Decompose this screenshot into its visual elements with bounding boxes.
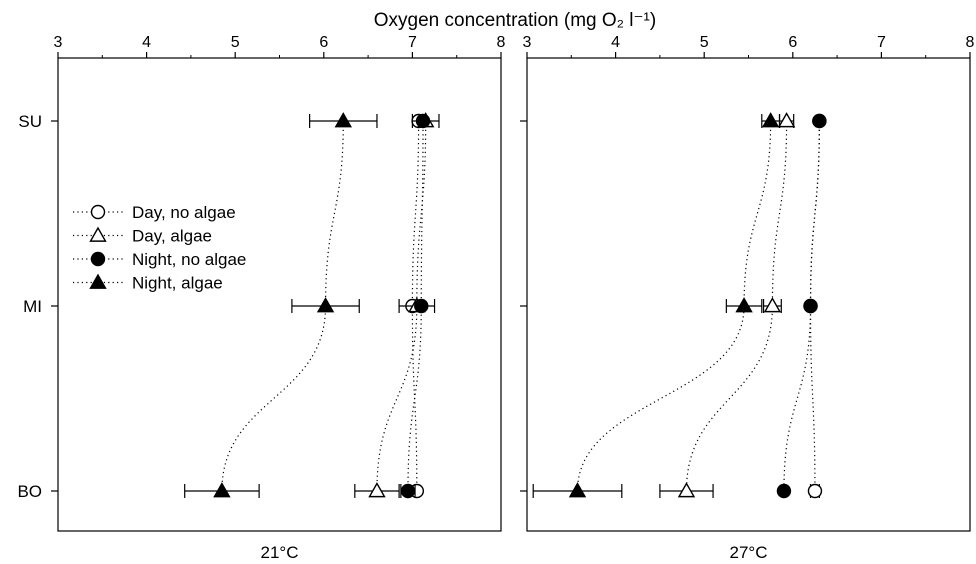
- legend-marker: [90, 204, 106, 220]
- legend-label: Night, no algae: [132, 250, 246, 269]
- x-tick-label: 4: [142, 34, 151, 51]
- legend-label: Night, algae: [132, 274, 223, 293]
- chart-panels: 3 4 5 6 7 8 SU MI BO 21°C 3 4 5 6 7 8 27°C: [17, 34, 974, 562]
- legend-marker: [89, 273, 107, 289]
- legend-entry: Night, algae: [73, 274, 223, 293]
- x-tick-label: 7: [408, 34, 417, 51]
- x-tick-label: 4: [611, 34, 620, 51]
- data-point: [735, 297, 753, 313]
- series-night-algae: [532, 112, 781, 498]
- data-point: [316, 297, 335, 313]
- x-tick-label: 8: [497, 34, 506, 51]
- data-point: [400, 483, 416, 499]
- series-line: [685, 120, 788, 492]
- panel-2: 3 4 5 6 7 8 27°C: [520, 34, 975, 562]
- series-night-no-algae: [400, 113, 431, 499]
- x-tick-label: 7: [877, 34, 886, 51]
- data-point: [777, 112, 796, 128]
- data-point: [803, 298, 818, 314]
- x-tick-label: 5: [231, 34, 240, 51]
- series-night-algae: [184, 112, 378, 498]
- x-tick-label: 3: [523, 34, 532, 51]
- panel-frame: [526, 57, 971, 532]
- panel-label: 27°C: [730, 543, 768, 562]
- data-point: [368, 482, 386, 498]
- y-tick-label: MI: [23, 297, 42, 316]
- legend-marker: [89, 226, 107, 242]
- series-line: [221, 120, 344, 492]
- data-point: [213, 482, 231, 498]
- data-point: [812, 113, 827, 129]
- legend-marker: [90, 251, 106, 267]
- legend-label: Day, no algae: [132, 203, 236, 222]
- legend-entry: Day, no algae: [73, 203, 236, 222]
- x-tick-label: 5: [700, 34, 709, 51]
- data-point: [415, 113, 431, 129]
- panel-label: 21°C: [261, 543, 299, 562]
- x-tick-label: 6: [788, 34, 797, 51]
- data-point: [568, 482, 587, 498]
- chart-legend: Day, no algae Day, algae Night, no algae Ni…: [73, 203, 246, 293]
- series-night-no-algae: [776, 113, 827, 499]
- data-point: [334, 112, 352, 128]
- x-tick-label: 8: [966, 34, 975, 51]
- data-point: [776, 483, 792, 499]
- y-tick-label: BO: [17, 482, 42, 501]
- series-day-algae: [659, 112, 796, 498]
- data-point: [763, 297, 782, 313]
- panel-1: 3 4 5 6 7 8 SU MI BO 21°C: [17, 34, 505, 562]
- data-point: [807, 483, 823, 499]
- series-line: [576, 120, 772, 492]
- x-tick-label: 3: [54, 34, 63, 51]
- data-point: [414, 298, 429, 314]
- legend-label: Day, algae: [132, 227, 212, 246]
- panel-frame: [57, 57, 502, 532]
- x-axis-label: Oxygen concentration (mg O₂ l⁻¹): [374, 10, 656, 31]
- data-point: [761, 112, 780, 128]
- legend-entry: Day, algae: [73, 227, 212, 246]
- legend-entry: Night, no algae: [73, 250, 246, 269]
- x-tick-label: 6: [319, 34, 328, 51]
- y-tick-label: SU: [18, 112, 42, 131]
- data-point: [677, 482, 696, 498]
